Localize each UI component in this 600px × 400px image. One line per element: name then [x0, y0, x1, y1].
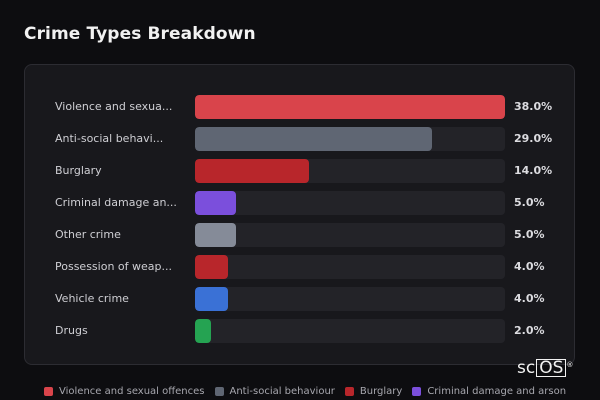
- bar-row: Drugs 2.0%: [25, 319, 574, 343]
- bar-category-label: Other crime: [55, 228, 121, 241]
- bar: [195, 223, 236, 247]
- bar-value-label: 14.0%: [514, 164, 553, 177]
- bar: [195, 95, 505, 119]
- bar-category-label: Burglary: [55, 164, 102, 177]
- bar-value-label: 4.0%: [514, 292, 545, 305]
- bar-row: Vehicle crime 4.0%: [25, 287, 574, 311]
- chart-panel: Violence and sexua... 38.0% Anti-social be…: [24, 64, 575, 365]
- bar-value-label: 5.0%: [514, 228, 545, 241]
- bar-row: Burglary 14.0%: [25, 159, 574, 183]
- bar-row: Possession of weap... 4.0%: [25, 255, 574, 279]
- bar-row: Criminal damage an... 5.0%: [25, 191, 574, 215]
- legend-item: Anti-social behaviour: [214, 386, 335, 397]
- bar-row: Other crime 5.0%: [25, 223, 574, 247]
- bar: [195, 255, 228, 279]
- bar-value-label: 29.0%: [514, 132, 553, 145]
- bar-category-label: Violence and sexua...: [55, 100, 173, 113]
- bar-category-label: Anti-social behavi...: [55, 132, 164, 145]
- legend-swatch: [44, 387, 53, 396]
- bar: [195, 319, 211, 343]
- bar-track: [195, 95, 505, 119]
- legend-label: Criminal damage and arson: [427, 386, 567, 397]
- bar-value-label: 38.0%: [514, 100, 553, 113]
- bar-value-label: 2.0%: [514, 324, 545, 337]
- bar-category-label: Vehicle crime: [55, 292, 129, 305]
- legend-label: Violence and sexual offences: [59, 386, 205, 397]
- legend-label: Anti-social behaviour: [229, 386, 335, 397]
- logo-mark: ®: [566, 361, 574, 369]
- legend-swatch: [412, 387, 422, 396]
- legend-swatch: [214, 387, 224, 396]
- legend-item: Burglary: [344, 386, 403, 397]
- legend-swatch: [344, 387, 354, 396]
- bar: [195, 191, 236, 215]
- bar: [195, 287, 228, 311]
- page-title: Crime Types Breakdown: [24, 24, 256, 44]
- logo-text-right: OS: [536, 359, 567, 377]
- logo-text-left: sc: [517, 358, 536, 378]
- bar-row: Violence and sexua... 38.0%: [25, 95, 574, 119]
- bar-track: [195, 159, 505, 183]
- bar: [195, 127, 432, 151]
- chart-legend: Violence and sexual offences Anti-social …: [44, 386, 566, 397]
- bar-category-label: Criminal damage an...: [55, 196, 177, 209]
- bar-row: Anti-social behavi... 29.0%: [25, 127, 574, 151]
- legend-label: Burglary: [359, 386, 403, 397]
- bar: [195, 159, 309, 183]
- bar-track: [195, 127, 505, 151]
- bar-track: [195, 287, 505, 311]
- bar-value-label: 4.0%: [514, 260, 545, 273]
- bar-track: [195, 191, 505, 215]
- bar-category-label: Drugs: [55, 324, 88, 337]
- bar-track: [195, 223, 505, 247]
- bar-track: [195, 255, 505, 279]
- bar-track: [195, 319, 505, 343]
- legend-item: Violence and sexual offences: [44, 386, 205, 397]
- bar-category-label: Possession of weap...: [55, 260, 172, 273]
- bar-value-label: 5.0%: [514, 196, 545, 209]
- legend-item: Criminal damage and arson: [412, 386, 566, 397]
- scos-logo: sc OS ®: [517, 358, 573, 378]
